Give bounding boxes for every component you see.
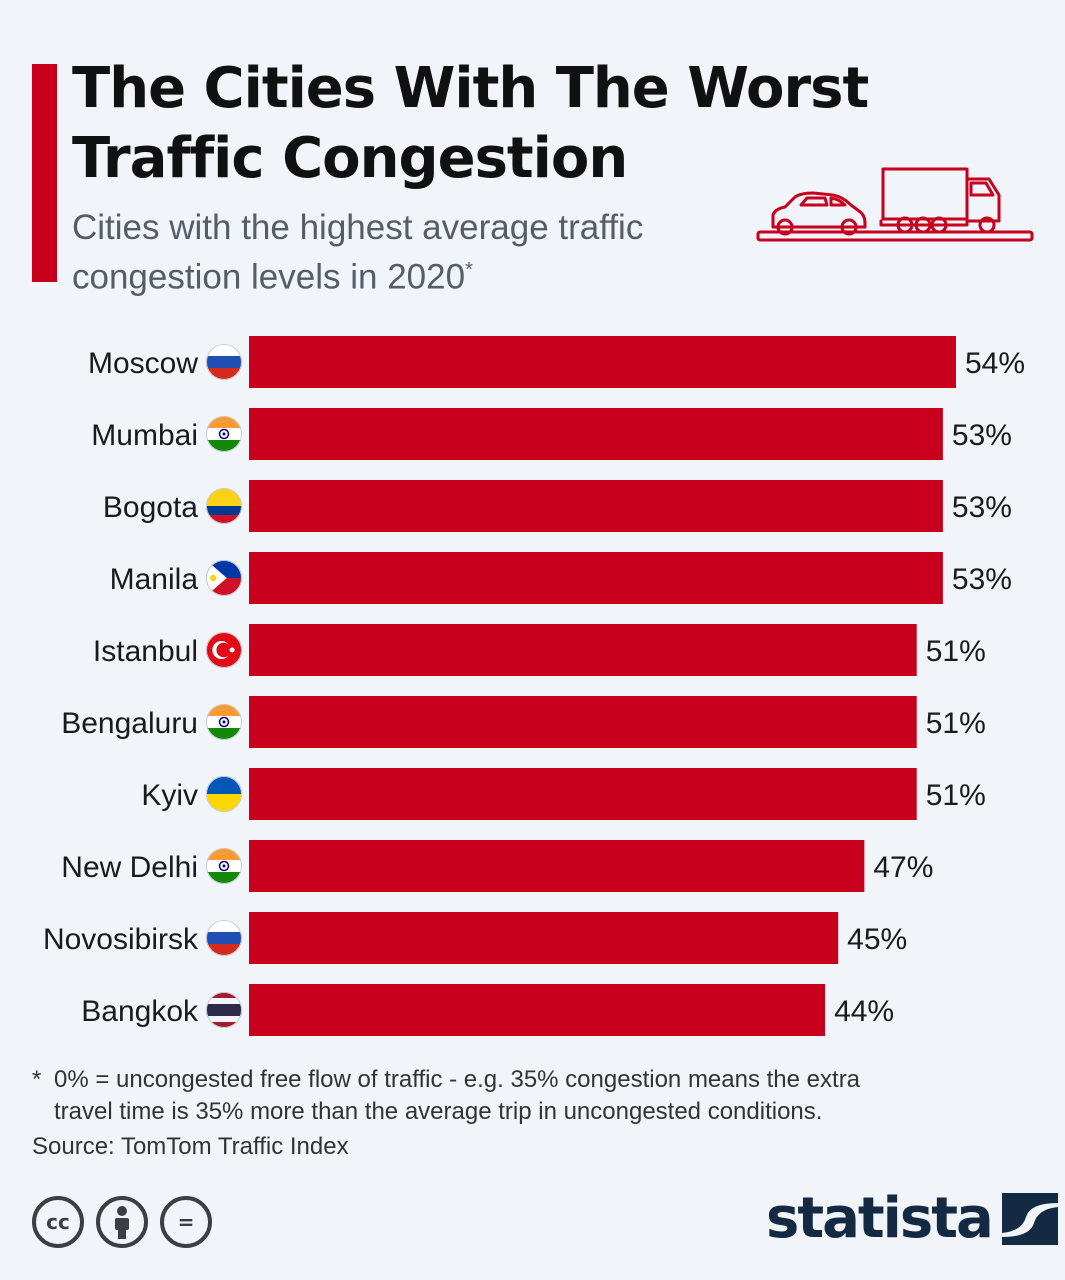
title-line-2: Traffic Congestion	[72, 126, 628, 191]
title-line-1: The Cities With The Worst	[72, 56, 869, 121]
value-label-5: 51%	[926, 707, 986, 740]
page-title: The Cities With The Worst Traffic Conges…	[72, 54, 932, 194]
bar-1	[249, 408, 943, 460]
india-flag-icon	[206, 704, 242, 740]
logo-text: statista	[766, 1186, 994, 1251]
footnote: * 0% = uncongested free flow of traffic -…	[32, 1064, 1032, 1128]
value-label-4: 51%	[926, 635, 986, 668]
subtitle: Cities with the highest average traffic …	[72, 206, 712, 299]
russia-flag-icon	[206, 920, 242, 956]
car-and-truck-icon	[756, 167, 1034, 242]
value-label-6: 51%	[926, 779, 986, 812]
bar-chart: Moscow 54% Mumbai 53% Bogota 53% Manila 53% Ista…	[43, 336, 1025, 1036]
creative-commons-icon[interactable]: cc	[32, 1196, 84, 1248]
bar-3	[249, 552, 943, 604]
category-label-7: New Delhi	[61, 851, 198, 884]
category-label-0: Moscow	[88, 347, 198, 380]
category-label-3: Manila	[110, 563, 199, 596]
value-label-0: 54%	[965, 347, 1025, 380]
bar-6	[249, 768, 917, 820]
colombia-flag-icon	[206, 488, 242, 524]
category-label-9: Bangkok	[81, 995, 199, 1028]
statista-logo-mark-icon	[1001, 1192, 1058, 1245]
bar-0	[249, 336, 956, 388]
india-flag-icon	[206, 416, 242, 452]
category-label-2: Bogota	[103, 491, 198, 524]
category-label-8: Novosibirsk	[43, 923, 199, 956]
thailand-flag-icon	[206, 992, 242, 1028]
category-label-5: Bengaluru	[61, 707, 198, 740]
bar-4	[249, 624, 917, 676]
category-label-4: Istanbul	[93, 635, 198, 668]
philippines-flag-icon	[206, 560, 242, 596]
subtitle-line-1: Cities with the highest average traffic	[72, 208, 644, 247]
bar-9	[249, 984, 826, 1036]
subtitle-line-2: congestion levels in 2020	[72, 257, 466, 297]
value-label-3: 53%	[952, 563, 1012, 596]
ukraine-flag-icon	[206, 776, 242, 812]
title-accent-bar	[32, 64, 57, 282]
value-label-8: 45%	[847, 923, 907, 956]
subtitle-footnote-mark: *	[465, 259, 473, 281]
bar-2	[249, 480, 943, 532]
attribution-icon[interactable]	[96, 1196, 148, 1248]
value-label-2: 53%	[952, 491, 1012, 524]
bar-5	[249, 696, 917, 748]
statista-logo[interactable]: statista	[766, 1186, 1060, 1251]
category-label-6: Kyiv	[141, 779, 198, 812]
bar-8	[249, 912, 839, 964]
value-label-7: 47%	[873, 851, 933, 884]
license-icons: cc =	[32, 1196, 212, 1248]
category-label-1: Mumbai	[91, 419, 198, 452]
footnote-line-1: 0% = uncongested free flow of traffic - …	[54, 1066, 861, 1093]
footnote-line-2: travel time is 35% more than the average…	[54, 1098, 823, 1125]
india-flag-icon	[206, 848, 242, 884]
value-label-9: 44%	[834, 995, 894, 1028]
russia-flag-icon	[206, 344, 242, 380]
value-label-1: 53%	[952, 419, 1012, 452]
footnote-marker: *	[32, 1066, 42, 1093]
source-note: Source: TomTom Traffic Index	[32, 1133, 349, 1160]
turkey-flag-icon	[206, 632, 242, 668]
no-derivatives-icon[interactable]: =	[160, 1196, 212, 1248]
bar-7	[249, 840, 865, 892]
